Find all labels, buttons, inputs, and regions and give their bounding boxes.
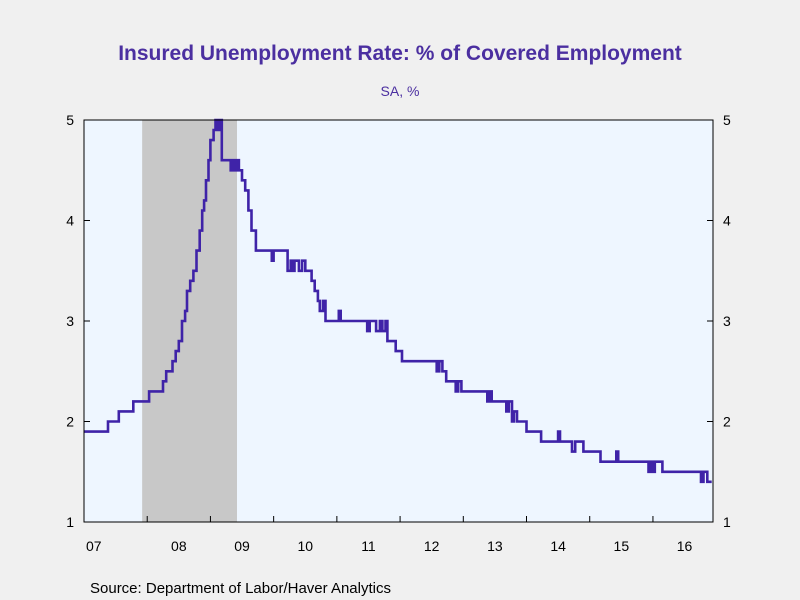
x-tick-label-12: 12 — [424, 538, 440, 554]
y-tick-label-right-3: 3 — [723, 313, 731, 329]
y-tick-label-left-2: 2 — [66, 414, 74, 430]
y-axis-left: 1 2 3 4 5 — [66, 112, 90, 530]
x-tick-label-15: 15 — [614, 538, 630, 554]
recession-shading-group — [142, 120, 237, 522]
series-line-0 — [84, 118, 712, 484]
x-tick-label-10: 10 — [297, 538, 313, 554]
y-tick-label-right-2: 2 — [723, 414, 731, 430]
y-tick-label-left-3: 3 — [66, 313, 74, 329]
y-axis-right: 1 2 3 4 5 — [707, 112, 731, 530]
x-tick-label-09: 09 — [234, 538, 250, 554]
y-tick-label-right-1: 1 — [723, 514, 731, 530]
x-tick-label-14: 14 — [550, 538, 566, 554]
source-note: Source: Department of Labor/Haver Analyt… — [90, 580, 391, 597]
chart-title: Insured Unemployment Rate: % of Covered … — [118, 42, 682, 65]
y-tick-label-right-5: 5 — [723, 112, 731, 128]
y-tick-label-right-4: 4 — [723, 213, 731, 229]
x-tick-label-08: 08 — [171, 538, 187, 554]
x-tick-label-07: 07 — [86, 538, 102, 554]
y-tick-label-left-1: 1 — [66, 514, 74, 530]
x-tick-label-13: 13 — [487, 538, 503, 554]
y-tick-label-left-5: 5 — [66, 112, 74, 128]
x-axis: 07 08 09 10 11 12 13 14 15 16 — [83, 516, 693, 554]
x-tick-label-16: 16 — [677, 538, 693, 554]
y-tick-label-left-4: 4 — [66, 213, 74, 229]
x-tick-label-11: 11 — [361, 538, 376, 554]
series-layer — [84, 118, 712, 484]
chart-subtitle: SA, % — [381, 83, 420, 99]
recession-band-0 — [142, 120, 237, 522]
